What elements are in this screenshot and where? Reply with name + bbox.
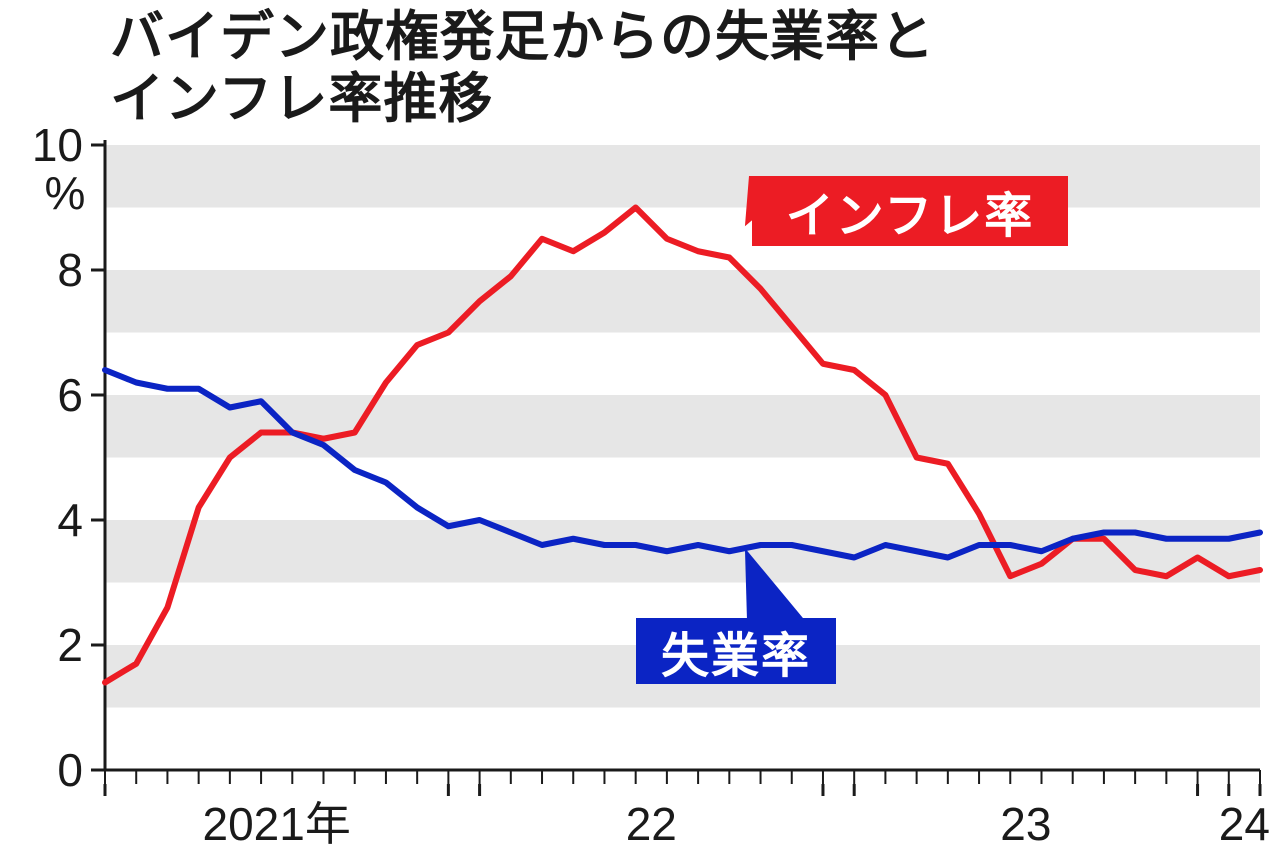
svg-text:10: 10 [32,119,83,171]
svg-text:%: % [45,167,86,219]
svg-text:2: 2 [57,619,83,671]
svg-text:0: 0 [57,744,83,796]
svg-text:8: 8 [57,244,83,296]
svg-text:4: 4 [57,494,83,546]
svg-text:2021年: 2021年 [203,798,351,850]
unemployment-callout-label: 失業率 [636,618,836,684]
svg-text:22: 22 [626,798,677,850]
inflation-callout-text: インフレ率 [786,176,1035,246]
svg-text:24: 24 [1219,798,1270,850]
unemployment-callout-text: 失業率 [661,616,811,686]
plot-area: 0246810%2021年222324 [0,0,1280,852]
svg-text:23: 23 [1000,798,1051,850]
chart-container: バイデン政権発足からの失業率と インフレ率推移 0246810%2021年222… [0,0,1280,852]
inflation-callout-label: インフレ率 [752,176,1068,246]
svg-text:6: 6 [57,369,83,421]
